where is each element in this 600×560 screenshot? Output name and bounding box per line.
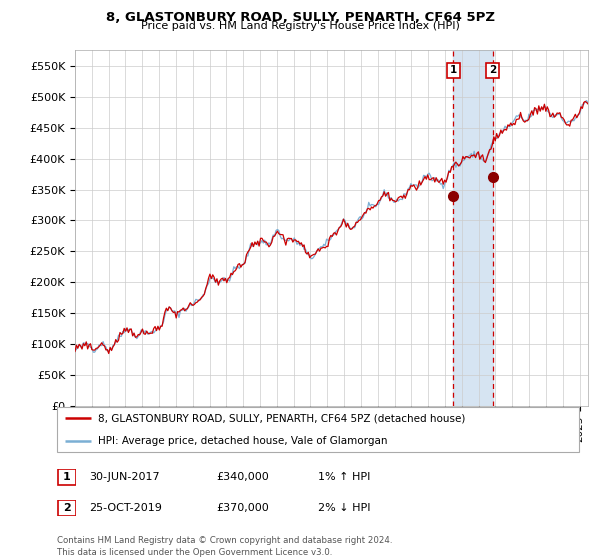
Text: 2% ↓ HPI: 2% ↓ HPI <box>318 503 371 513</box>
Text: 1% ↑ HPI: 1% ↑ HPI <box>318 472 370 482</box>
FancyBboxPatch shape <box>57 407 579 452</box>
Text: £370,000: £370,000 <box>216 503 269 513</box>
FancyBboxPatch shape <box>58 469 76 485</box>
Text: 30-JUN-2017: 30-JUN-2017 <box>89 472 160 482</box>
Text: HPI: Average price, detached house, Vale of Glamorgan: HPI: Average price, detached house, Vale… <box>98 436 387 446</box>
Text: Price paid vs. HM Land Registry's House Price Index (HPI): Price paid vs. HM Land Registry's House … <box>140 21 460 31</box>
Text: 2: 2 <box>489 65 496 75</box>
Text: Contains HM Land Registry data © Crown copyright and database right 2024.
This d: Contains HM Land Registry data © Crown c… <box>57 536 392 557</box>
Text: 2: 2 <box>63 503 70 513</box>
Text: 25-OCT-2019: 25-OCT-2019 <box>89 503 161 513</box>
Text: £340,000: £340,000 <box>216 472 269 482</box>
Text: 8, GLASTONBURY ROAD, SULLY, PENARTH, CF64 5PZ: 8, GLASTONBURY ROAD, SULLY, PENARTH, CF6… <box>106 11 494 24</box>
Text: 1: 1 <box>63 472 70 482</box>
Text: 1: 1 <box>450 65 457 75</box>
Text: 8, GLASTONBURY ROAD, SULLY, PENARTH, CF64 5PZ (detached house): 8, GLASTONBURY ROAD, SULLY, PENARTH, CF6… <box>98 413 465 423</box>
FancyBboxPatch shape <box>58 500 76 516</box>
Bar <box>454 50 493 406</box>
